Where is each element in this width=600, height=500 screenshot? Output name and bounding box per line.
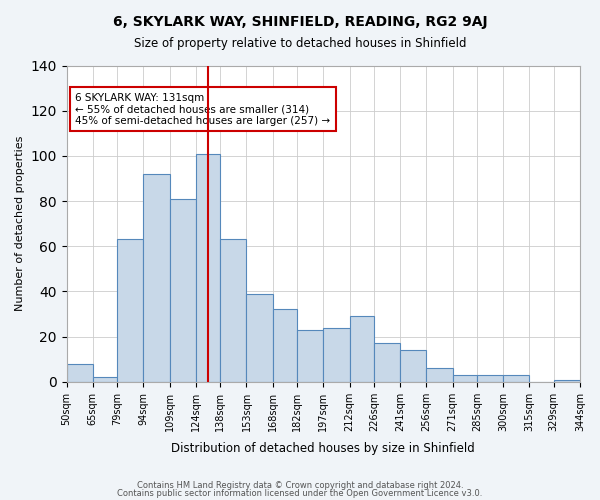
Y-axis label: Number of detached properties: Number of detached properties (15, 136, 25, 312)
Bar (117, 240, 143, 382)
Text: Size of property relative to detached houses in Shinfield: Size of property relative to detached ho… (134, 38, 466, 51)
Bar (67, 364, 93, 382)
Bar (170, 199, 196, 382)
X-axis label: Distribution of detached houses by size in Shinfield: Distribution of detached houses by size … (172, 442, 475, 455)
Bar (400, 350, 427, 382)
Bar (477, 375, 503, 382)
Bar (143, 174, 170, 382)
Bar (220, 240, 247, 382)
Bar (374, 344, 400, 382)
Bar (503, 375, 529, 382)
Text: Contains public sector information licensed under the Open Government Licence v3: Contains public sector information licen… (118, 488, 482, 498)
Bar (554, 380, 580, 382)
Text: Contains HM Land Registry data © Crown copyright and database right 2024.: Contains HM Land Registry data © Crown c… (137, 481, 463, 490)
Bar (297, 330, 323, 382)
Bar (427, 368, 452, 382)
Bar (452, 375, 477, 382)
Bar (350, 316, 374, 382)
Text: 6, SKYLARK WAY, SHINFIELD, READING, RG2 9AJ: 6, SKYLARK WAY, SHINFIELD, READING, RG2 … (113, 15, 487, 29)
Bar (247, 294, 272, 382)
Bar (196, 154, 220, 382)
Bar (323, 328, 350, 382)
Text: 6 SKYLARK WAY: 131sqm
← 55% of detached houses are smaller (314)
45% of semi-det: 6 SKYLARK WAY: 131sqm ← 55% of detached … (76, 92, 331, 126)
Bar (93, 378, 117, 382)
Bar (272, 310, 297, 382)
